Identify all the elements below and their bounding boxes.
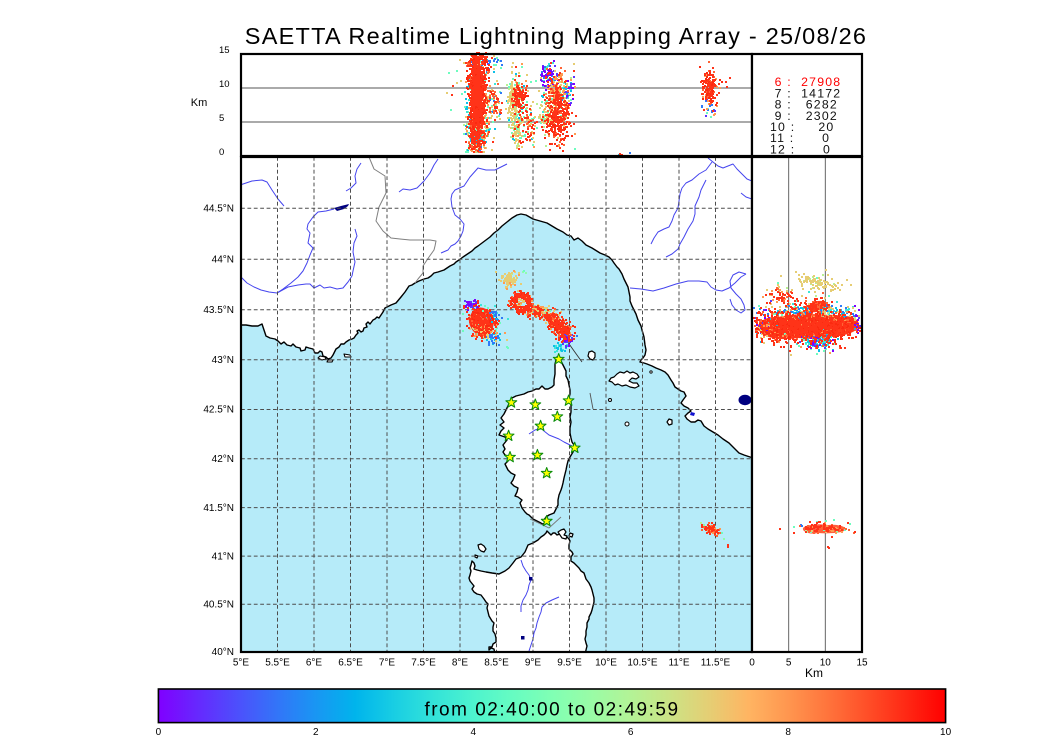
svg-text:Km: Km	[805, 666, 823, 680]
svg-text:44.5°N: 44.5°N	[203, 204, 234, 215]
svg-text:8.5°E: 8.5°E	[484, 658, 509, 669]
svg-text:6 : 27908: 6 : 27908	[770, 75, 841, 89]
svg-text:11.5°E: 11.5°E	[701, 658, 731, 669]
svg-text:5: 5	[219, 113, 224, 124]
svg-text:2: 2	[313, 727, 319, 738]
svg-text:8°E: 8°E	[452, 658, 469, 669]
svg-text:42.5°N: 42.5°N	[203, 405, 234, 416]
svg-text:11°E: 11°E	[668, 658, 689, 669]
svg-text:8: 8	[785, 727, 791, 738]
svg-text:0: 0	[749, 658, 755, 669]
svg-text:0: 0	[219, 147, 224, 158]
svg-text:42°N: 42°N	[212, 454, 234, 465]
svg-text:5.5°E: 5.5°E	[265, 658, 290, 669]
svg-text:Km: Km	[191, 97, 208, 109]
svg-text:10.5°E: 10.5°E	[627, 658, 657, 669]
svg-text:10: 10	[820, 658, 832, 669]
svg-text:8 : 6282: 8 : 6282	[770, 98, 838, 112]
svg-text:6°E: 6°E	[306, 658, 323, 669]
svg-text:11 : 0: 11 : 0	[770, 131, 830, 145]
svg-text:15: 15	[856, 658, 868, 669]
svg-text:15: 15	[219, 45, 230, 56]
svg-text:9.5°E: 9.5°E	[557, 658, 582, 669]
svg-text:9 : 2302: 9 : 2302	[770, 109, 838, 123]
svg-text:7°E: 7°E	[379, 658, 396, 669]
svg-text:44°N: 44°N	[212, 255, 234, 266]
svg-text:41°N: 41°N	[212, 551, 234, 562]
svg-text:10°E: 10°E	[595, 658, 617, 669]
svg-text:10: 10	[219, 79, 230, 90]
svg-text:40.5°N: 40.5°N	[203, 599, 234, 610]
svg-text:10: 10	[940, 727, 952, 738]
svg-text:6.5°E: 6.5°E	[338, 658, 363, 669]
svg-text:6: 6	[628, 727, 634, 738]
svg-text:41.5°N: 41.5°N	[203, 503, 234, 514]
svg-text:4: 4	[471, 727, 477, 738]
svg-text:SAETTA Realtime Lightning Mapp: SAETTA Realtime Lightning Mapping Array …	[245, 23, 867, 49]
svg-text:5: 5	[786, 658, 792, 669]
svg-text:7.5°E: 7.5°E	[411, 658, 436, 669]
svg-text:0: 0	[156, 727, 162, 738]
svg-text:7 : 14172: 7 : 14172	[770, 86, 841, 100]
svg-text:43.5°N: 43.5°N	[203, 305, 234, 316]
svg-text:40°N: 40°N	[212, 647, 234, 658]
svg-text:from 02:40:00 to 02:49:59: from 02:40:00 to 02:49:59	[424, 700, 679, 721]
svg-text:5°E: 5°E	[233, 658, 250, 669]
svg-text:12 : 0: 12 : 0	[770, 142, 831, 156]
svg-text:43°N: 43°N	[212, 355, 234, 366]
svg-text:9°E: 9°E	[525, 658, 542, 669]
svg-text:10 : 20: 10 : 20	[770, 120, 834, 134]
